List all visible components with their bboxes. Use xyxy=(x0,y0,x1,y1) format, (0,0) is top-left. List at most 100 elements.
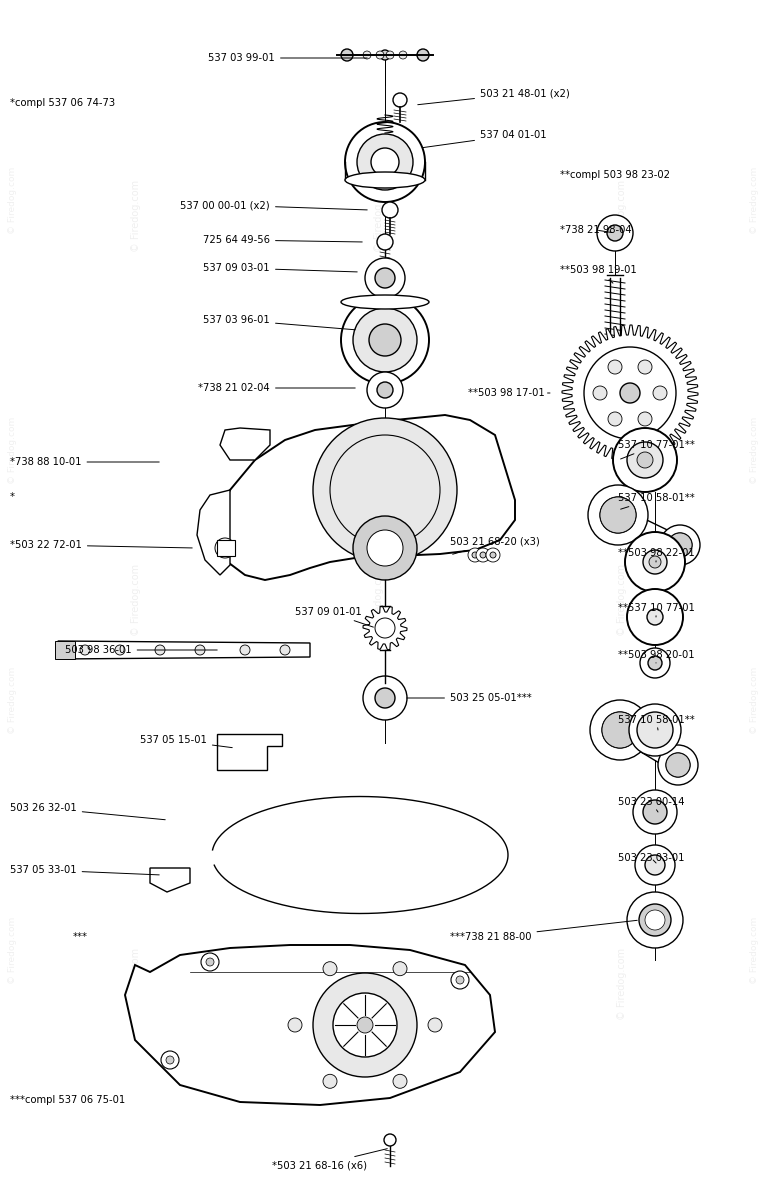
Circle shape xyxy=(380,50,390,60)
Circle shape xyxy=(666,754,690,778)
Circle shape xyxy=(490,552,496,558)
Text: 537 00 00-01 (x2): 537 00 00-01 (x2) xyxy=(180,200,367,210)
Circle shape xyxy=(206,958,214,966)
Circle shape xyxy=(365,258,405,298)
Text: © Firedog.com: © Firedog.com xyxy=(750,917,758,984)
Circle shape xyxy=(639,904,671,936)
Circle shape xyxy=(375,268,395,288)
Circle shape xyxy=(668,533,692,557)
Circle shape xyxy=(384,1134,396,1146)
Ellipse shape xyxy=(345,172,425,188)
Circle shape xyxy=(608,360,622,374)
Text: © Firedog.com: © Firedog.com xyxy=(616,564,627,636)
Circle shape xyxy=(330,434,440,545)
Circle shape xyxy=(643,800,667,824)
Circle shape xyxy=(376,50,384,59)
Circle shape xyxy=(629,704,681,756)
Circle shape xyxy=(658,745,698,785)
Text: *503 22 72-01: *503 22 72-01 xyxy=(10,540,193,550)
Circle shape xyxy=(627,589,683,646)
Circle shape xyxy=(640,648,670,678)
Circle shape xyxy=(653,386,667,400)
Polygon shape xyxy=(220,428,270,460)
Circle shape xyxy=(590,700,650,760)
Text: 537 09 03-01: 537 09 03-01 xyxy=(203,263,357,272)
Circle shape xyxy=(155,646,165,655)
Circle shape xyxy=(648,656,662,670)
Circle shape xyxy=(375,688,395,708)
Circle shape xyxy=(280,646,290,655)
Circle shape xyxy=(625,532,685,592)
Circle shape xyxy=(166,1056,174,1064)
Text: *738 21 98-04: *738 21 98-04 xyxy=(560,226,631,235)
Circle shape xyxy=(428,1018,442,1032)
Circle shape xyxy=(593,386,607,400)
Circle shape xyxy=(468,548,482,562)
Circle shape xyxy=(80,646,90,655)
Circle shape xyxy=(476,548,490,562)
Text: 537 03 96-01: 537 03 96-01 xyxy=(203,314,356,330)
Circle shape xyxy=(353,516,417,580)
Text: *738 88 10-01: *738 88 10-01 xyxy=(10,457,159,467)
Text: 537 10 77-01**: 537 10 77-01** xyxy=(618,440,695,458)
Text: ***: *** xyxy=(73,932,88,942)
Text: © Firedog.com: © Firedog.com xyxy=(374,948,384,1020)
Text: **537 10 77-01: **537 10 77-01 xyxy=(618,602,695,617)
Circle shape xyxy=(220,542,230,553)
Text: 537 05 33-01: 537 05 33-01 xyxy=(10,865,159,875)
Circle shape xyxy=(635,845,675,886)
Circle shape xyxy=(386,50,394,59)
Text: © Firedog.com: © Firedog.com xyxy=(750,167,758,234)
Text: © Firedog.com: © Firedog.com xyxy=(750,416,758,484)
Text: 503 21 68-20 (x3): 503 21 68-20 (x3) xyxy=(450,538,540,554)
Circle shape xyxy=(399,50,407,59)
Text: 537 03 99-01: 537 03 99-01 xyxy=(208,53,367,62)
Bar xyxy=(217,540,235,556)
Text: © Firedog.com: © Firedog.com xyxy=(8,917,17,984)
Circle shape xyxy=(393,92,407,107)
Circle shape xyxy=(363,50,371,59)
Text: © Firedog.com: © Firedog.com xyxy=(8,167,17,234)
Circle shape xyxy=(600,497,636,533)
Text: 503 26 32-01: 503 26 32-01 xyxy=(10,803,165,820)
Circle shape xyxy=(613,428,677,492)
Circle shape xyxy=(353,308,417,372)
Text: © Firedog.com: © Firedog.com xyxy=(8,666,17,733)
Polygon shape xyxy=(615,724,682,772)
Text: © Firedog.com: © Firedog.com xyxy=(131,180,142,252)
Polygon shape xyxy=(58,641,310,659)
Circle shape xyxy=(643,550,667,574)
Text: ***compl 537 06 75-01: ***compl 537 06 75-01 xyxy=(10,1094,125,1105)
Text: © Firedog.com: © Firedog.com xyxy=(616,948,627,1020)
Circle shape xyxy=(668,533,692,557)
Text: © Firedog.com: © Firedog.com xyxy=(131,948,142,1020)
Polygon shape xyxy=(615,508,684,552)
Circle shape xyxy=(323,961,337,976)
Text: 503 25 05-01***: 503 25 05-01*** xyxy=(407,692,532,703)
Text: 503 98 36-01: 503 98 36-01 xyxy=(65,646,218,655)
Circle shape xyxy=(597,215,633,251)
Polygon shape xyxy=(363,606,407,650)
Circle shape xyxy=(227,754,237,763)
Circle shape xyxy=(161,1051,179,1069)
Text: 503 23 03-01: 503 23 03-01 xyxy=(618,853,684,863)
Circle shape xyxy=(456,976,464,984)
Circle shape xyxy=(382,202,398,218)
Polygon shape xyxy=(562,325,698,461)
Text: *738 21 02-04: *738 21 02-04 xyxy=(199,383,356,392)
Circle shape xyxy=(357,134,413,190)
Text: **compl 503 98 23-02: **compl 503 98 23-02 xyxy=(560,170,670,180)
Circle shape xyxy=(633,790,677,834)
Circle shape xyxy=(288,1018,302,1032)
Circle shape xyxy=(201,953,219,971)
Polygon shape xyxy=(215,415,515,580)
Text: 537 05 15-01: 537 05 15-01 xyxy=(140,734,232,748)
Circle shape xyxy=(115,646,125,655)
Circle shape xyxy=(377,382,393,398)
Circle shape xyxy=(240,646,250,655)
Circle shape xyxy=(341,49,353,61)
Circle shape xyxy=(627,892,683,948)
Text: 503 23 00-14: 503 23 00-14 xyxy=(618,797,684,812)
Text: © Firedog.com: © Firedog.com xyxy=(750,666,758,733)
Circle shape xyxy=(588,485,648,545)
